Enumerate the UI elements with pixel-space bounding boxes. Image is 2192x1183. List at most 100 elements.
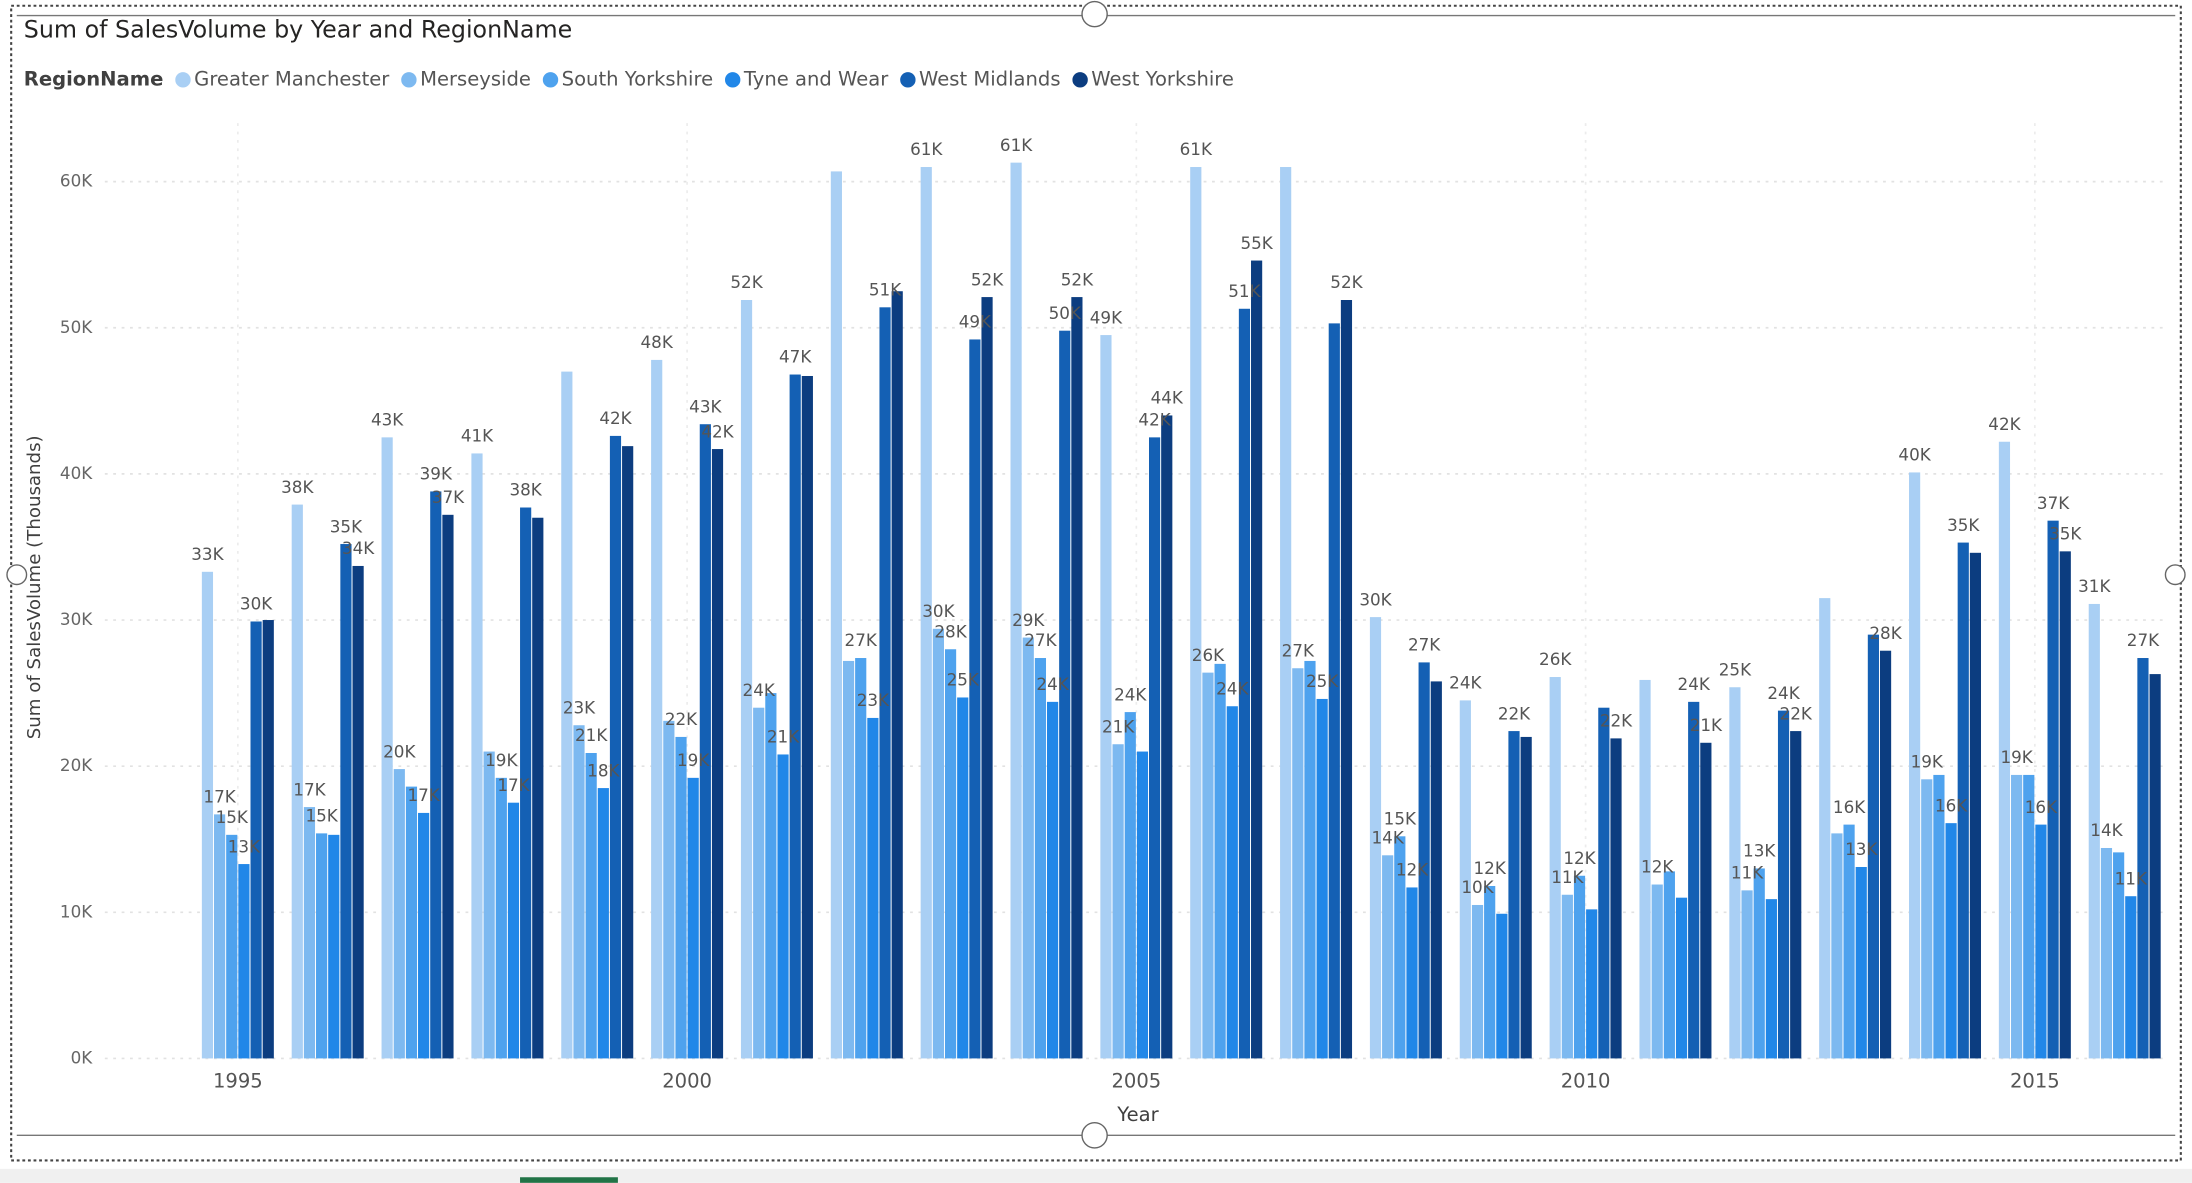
bar <box>622 446 634 1059</box>
y-tick-label: 30K <box>60 609 93 629</box>
data-label: 15K <box>1384 809 1417 829</box>
bar <box>340 544 352 1059</box>
data-label: 31K <box>2078 576 2111 596</box>
bar <box>1496 913 1508 1059</box>
bar <box>1598 707 1610 1059</box>
legend-label: West Midlands <box>919 67 1060 90</box>
bar <box>1369 617 1382 1059</box>
bar <box>1430 681 1442 1059</box>
data-label: 17K <box>497 775 530 795</box>
bar <box>303 807 316 1059</box>
data-label: 17K <box>407 785 440 805</box>
y-tick-label: 10K <box>60 901 93 921</box>
x-tick-label: 2010 <box>1561 1070 1611 1093</box>
data-label: 14K <box>2090 820 2123 840</box>
data-label: 13K <box>228 836 261 856</box>
legend-marker <box>900 72 916 88</box>
bar <box>753 707 765 1059</box>
data-label: 30K <box>922 601 955 621</box>
bar <box>393 769 405 1059</box>
resize-handle[interactable] <box>1081 0 1108 28</box>
bar <box>597 788 609 1059</box>
bar <box>765 693 777 1059</box>
bar <box>483 751 495 1059</box>
data-label: 26K <box>1192 645 1225 665</box>
bar <box>2047 520 2059 1059</box>
bar <box>1394 836 1406 1059</box>
resize-handle[interactable] <box>2164 564 2186 586</box>
bar <box>1202 672 1214 1059</box>
data-label: 27K <box>1024 630 1057 650</box>
bar <box>2100 847 2113 1059</box>
x-tick-label: 1995 <box>213 1070 263 1093</box>
bar <box>1100 335 1112 1059</box>
bar <box>1741 890 1753 1059</box>
data-label: 43K <box>371 410 404 430</box>
bar <box>842 660 855 1059</box>
data-label: 26K <box>1539 649 1572 669</box>
data-label: 44K <box>1151 388 1184 408</box>
data-label: 21K <box>575 725 608 745</box>
bar <box>2059 551 2071 1059</box>
bar <box>1034 658 1047 1059</box>
bar <box>2149 674 2161 1059</box>
data-label: 49K <box>959 312 992 332</box>
bar <box>1328 323 1340 1059</box>
bar <box>969 339 981 1059</box>
bar <box>855 658 867 1059</box>
data-label: 10K <box>1461 877 1494 897</box>
data-label: 51K <box>1228 281 1261 301</box>
data-label: 61K <box>1180 139 1213 159</box>
data-label: 17K <box>203 787 236 807</box>
data-label: 27K <box>845 630 878 650</box>
bar <box>1136 751 1149 1059</box>
bar <box>2137 658 2149 1059</box>
bar <box>1777 710 1790 1059</box>
bar <box>944 649 957 1059</box>
bar <box>1549 677 1561 1059</box>
data-label: 16K <box>1833 797 1866 817</box>
legend-label: Greater Manchester <box>194 67 390 90</box>
data-label: 34K <box>342 538 375 558</box>
data-label: 20K <box>383 741 416 761</box>
data-label: 35K <box>2049 524 2082 544</box>
data-label: 52K <box>730 272 763 292</box>
resize-handle[interactable] <box>6 564 28 586</box>
bar <box>1112 744 1124 1059</box>
active-tab[interactable] <box>520 1177 618 1183</box>
resize-handle[interactable] <box>1081 1122 1108 1149</box>
data-label: 30K <box>240 594 273 614</box>
bar <box>1406 887 1418 1059</box>
bar <box>675 736 687 1059</box>
bar <box>250 621 262 1059</box>
bar <box>1957 542 1969 1059</box>
bar <box>777 754 789 1059</box>
bar <box>1921 779 1933 1059</box>
data-label: 61K <box>1000 135 1033 155</box>
bar <box>1226 706 1238 1059</box>
bar <box>740 300 753 1059</box>
bar <box>471 453 483 1059</box>
data-label: 24K <box>1449 673 1482 693</box>
data-label: 22K <box>665 709 698 729</box>
bar <box>1675 897 1688 1059</box>
y-tick-label: 40K <box>60 463 93 483</box>
data-label: 27K <box>1408 635 1441 655</box>
bar <box>1700 742 1712 1059</box>
data-label: 12K <box>1474 858 1507 878</box>
bar <box>1161 415 1173 1059</box>
y-tick-label: 0K <box>71 1047 94 1067</box>
bar <box>1471 904 1484 1059</box>
data-label: 21K <box>1102 716 1135 736</box>
data-label: 39K <box>420 464 453 484</box>
legend-marker <box>542 72 559 88</box>
data-label: 25K <box>947 670 980 690</box>
data-label: 17K <box>293 779 326 799</box>
data-label: 38K <box>281 477 314 497</box>
bar <box>328 834 340 1059</box>
bar <box>520 507 532 1059</box>
legend-title: RegionName <box>24 67 164 90</box>
bar <box>1059 330 1071 1059</box>
bar <box>1867 634 1879 1059</box>
